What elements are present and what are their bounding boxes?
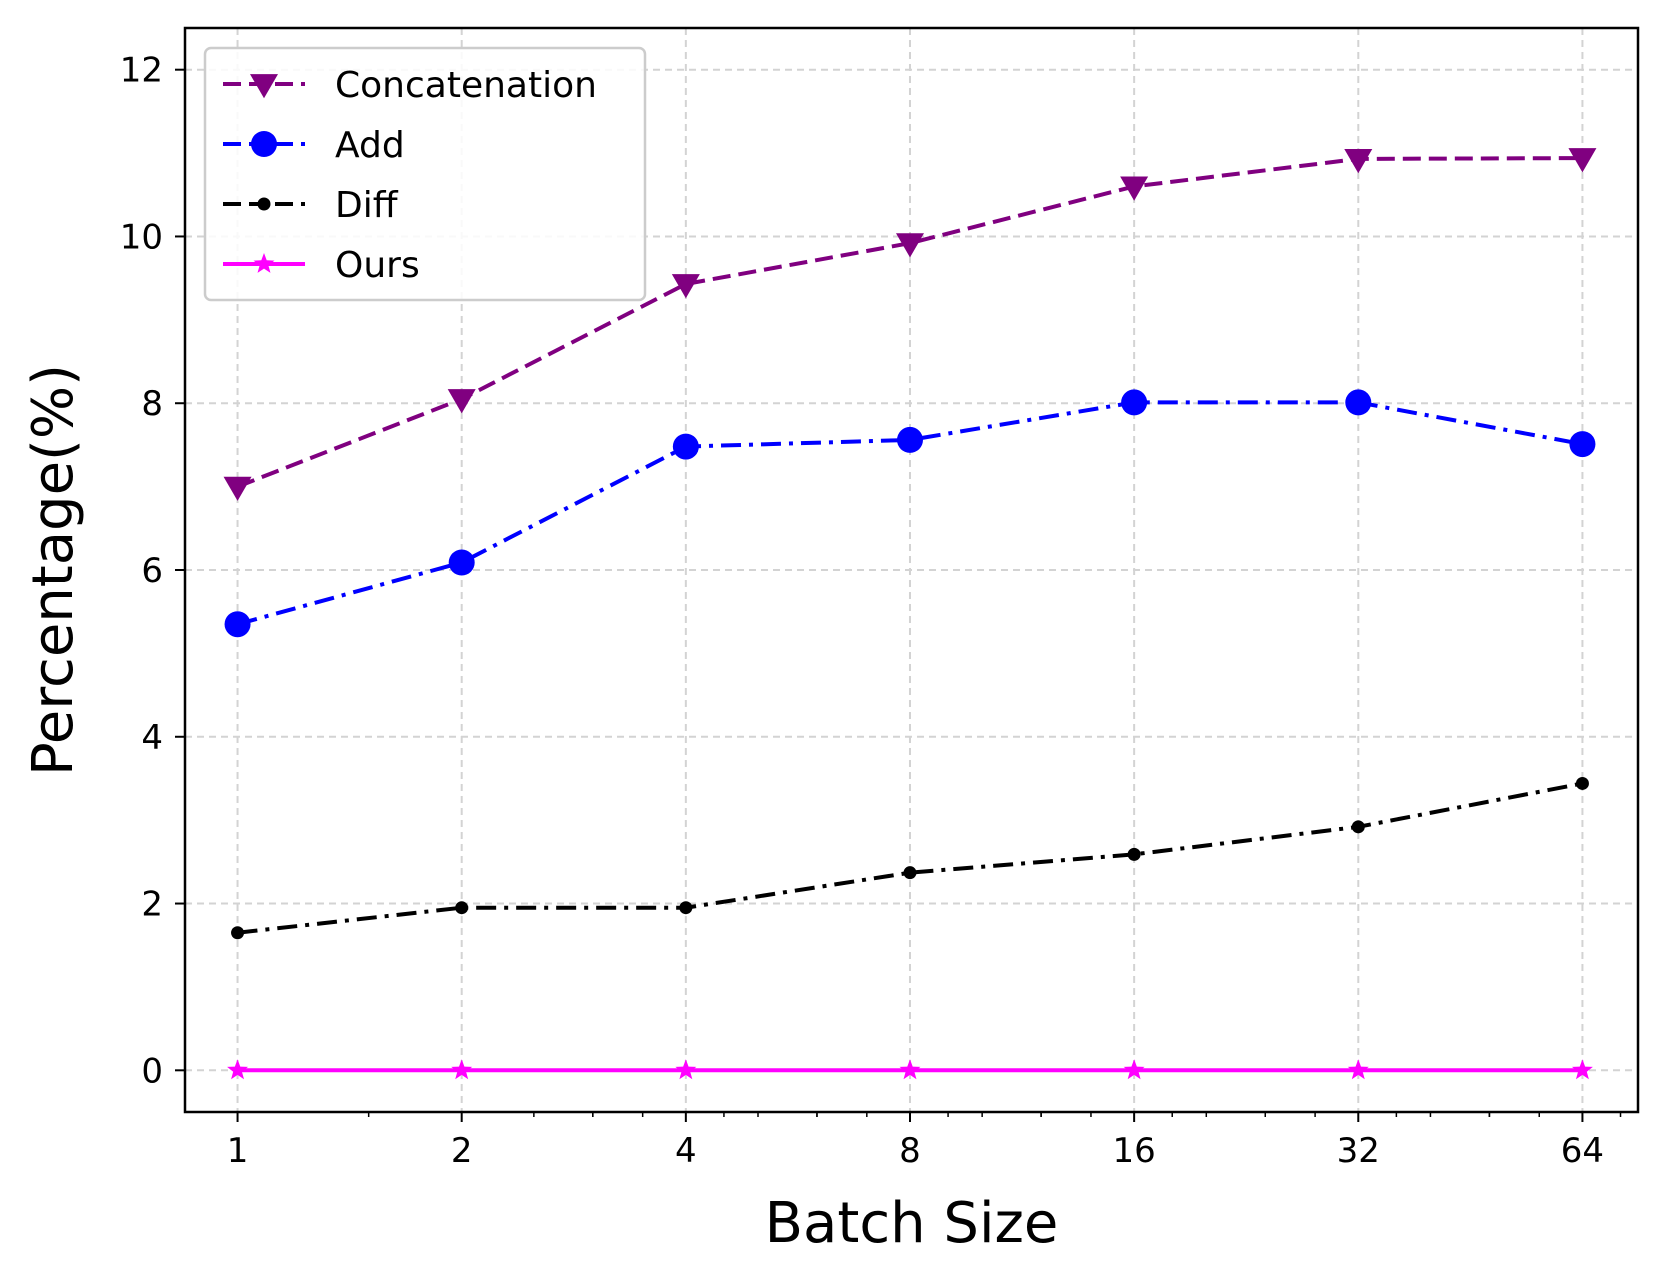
data-point-concatenation <box>1344 149 1373 174</box>
x-tick-label: 16 <box>1113 1131 1156 1171</box>
series-ours <box>227 1059 1593 1080</box>
legend-label-ours: Ours <box>335 245 420 286</box>
series-diff <box>231 776 1589 940</box>
x-axis-label: Batch Size <box>765 1191 1059 1256</box>
data-point-concatenation <box>671 274 700 299</box>
data-point-ours <box>451 1059 473 1080</box>
y-axis-label: Percentage(%) <box>21 364 86 776</box>
data-point-add <box>224 611 251 638</box>
data-point-concatenation <box>1568 148 1597 173</box>
data-point-diff <box>1127 847 1141 861</box>
data-point-concatenation <box>447 389 476 414</box>
data-point-add <box>1569 431 1596 458</box>
y-tick-label: 2 <box>141 885 163 925</box>
legend-marker-ours <box>253 253 275 273</box>
data-point-add <box>1345 389 1372 416</box>
data-point-add <box>896 426 923 453</box>
data-point-ours <box>1347 1059 1369 1080</box>
y-tick-label: 4 <box>141 718 163 758</box>
legend-marker-concatenation <box>250 74 278 99</box>
legend-entry-ours: Ours <box>223 245 420 286</box>
data-point-concatenation <box>895 233 924 258</box>
legend-entry-concatenation: Concatenation <box>223 65 597 106</box>
x-tick-label: 2 <box>451 1131 473 1171</box>
series-layer <box>223 148 1597 1080</box>
legend-entry-add: Add <box>223 125 405 166</box>
y-tick-label: 6 <box>141 551 163 591</box>
data-point-ours <box>899 1059 921 1080</box>
legend-label-diff: Diff <box>335 185 399 226</box>
data-point-diff <box>1351 820 1365 834</box>
data-point-add <box>672 433 699 460</box>
data-point-concatenation <box>223 476 252 501</box>
data-point-diff <box>455 901 469 915</box>
legend: Concatenation Add Diff Ours <box>203 46 647 302</box>
data-point-diff <box>1575 776 1589 790</box>
legend-entry-diff: Diff <box>223 185 399 226</box>
y-tick-label: 0 <box>141 1051 163 1091</box>
data-point-concatenation <box>1120 176 1149 201</box>
legend-box <box>203 46 647 302</box>
legend-marker-add <box>251 131 277 157</box>
x-tick-label: 32 <box>1337 1131 1380 1171</box>
data-point-diff <box>903 866 917 880</box>
y-tick-label: 10 <box>120 217 163 257</box>
legend-label-concatenation: Concatenation <box>335 65 597 106</box>
data-point-diff <box>231 926 245 940</box>
series-add <box>224 389 1596 638</box>
series-concatenation <box>223 148 1597 501</box>
x-tick-label: 64 <box>1561 1131 1604 1171</box>
legend-label-add: Add <box>335 125 405 166</box>
data-point-ours <box>1571 1059 1593 1080</box>
x-tick-label: 8 <box>899 1131 921 1171</box>
x-tick-label: 4 <box>675 1131 697 1171</box>
y-tick-label: 12 <box>120 51 163 91</box>
data-point-ours <box>227 1059 249 1080</box>
x-tick-label: 1 <box>227 1131 249 1171</box>
y-tick-label: 8 <box>141 384 163 424</box>
legend-marker-diff <box>257 197 271 211</box>
data-point-ours <box>675 1059 697 1080</box>
data-point-add <box>448 549 475 576</box>
data-point-add <box>1121 389 1148 416</box>
data-point-diff <box>679 901 693 915</box>
data-point-ours <box>1123 1059 1145 1080</box>
